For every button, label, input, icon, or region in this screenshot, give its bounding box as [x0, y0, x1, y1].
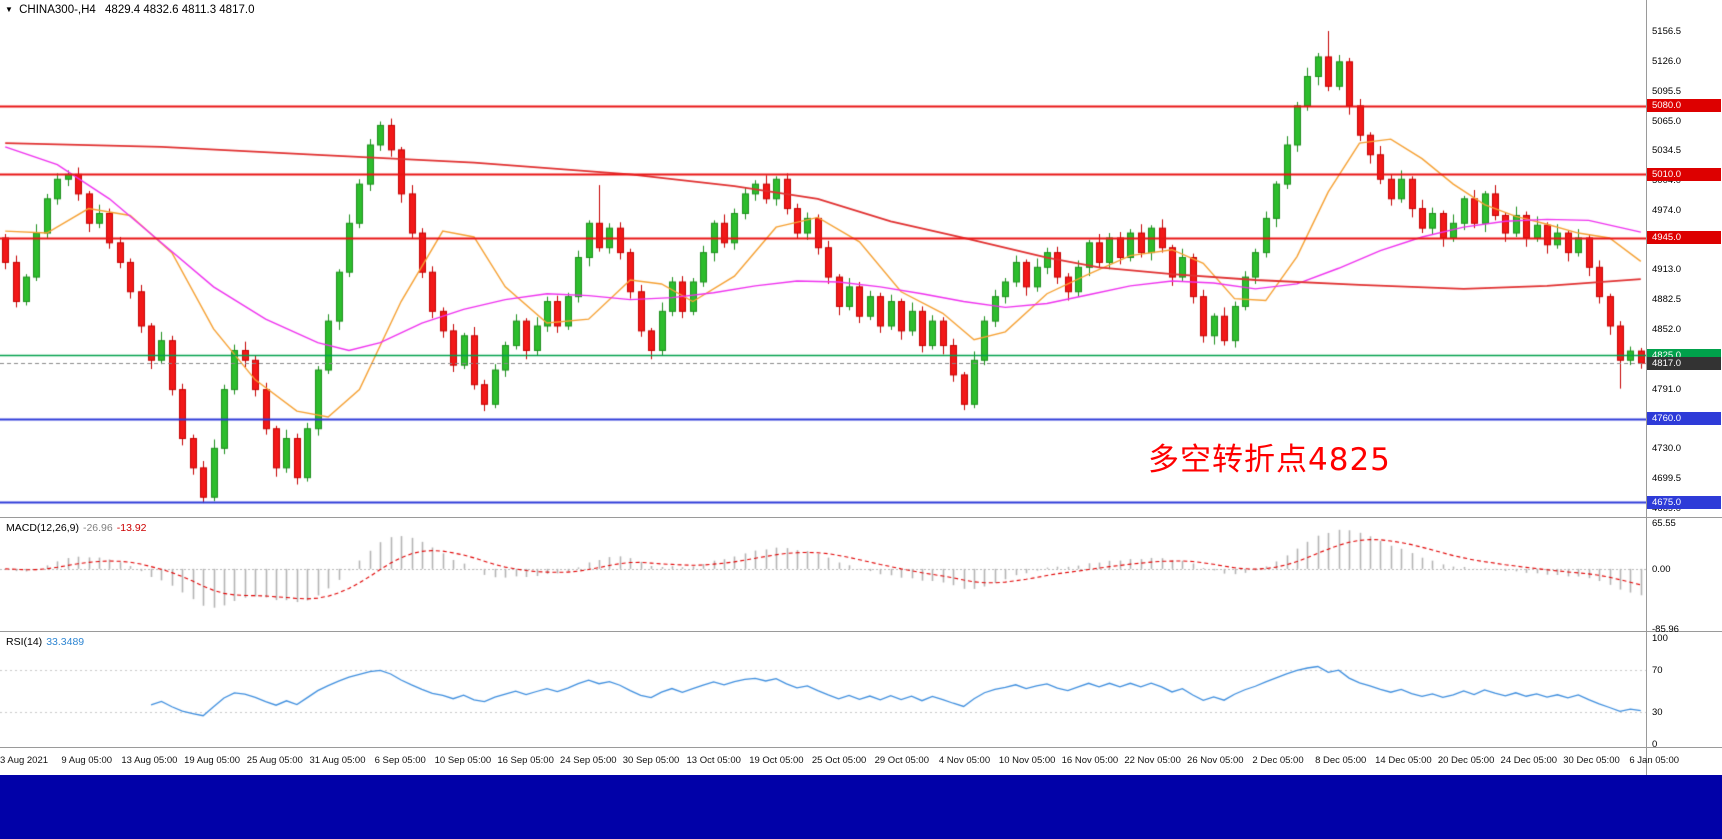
time-label: 6 Jan 05:00	[1629, 755, 1680, 766]
price-tag-5080.0: 5080.0	[1647, 99, 1721, 113]
macd-tick: -85.96	[1652, 624, 1679, 635]
time-label: 29 Oct 05:00	[874, 755, 929, 766]
macd-label: MACD(12,26,9) -26.96 -13.92	[6, 522, 147, 534]
rsi-tick: 70	[1652, 664, 1663, 676]
time-label: 24 Dec 05:00	[1500, 755, 1558, 766]
price-tag-4675.0: 4675.0	[1647, 495, 1721, 509]
price-tick: 5034.5	[1652, 145, 1682, 157]
bottom-blue-bar	[0, 775, 1722, 839]
time-label: 13 Aug 05:00	[121, 755, 178, 766]
price-tick: 4913.0	[1652, 264, 1682, 276]
rsi-title: RSI(14)	[6, 636, 43, 648]
time-label: 6 Sep 05:00	[374, 755, 426, 766]
price-tag-4945.0: 4945.0	[1647, 231, 1721, 245]
price-tick: 4730.0	[1652, 443, 1682, 455]
time-label: 19 Oct 05:00	[749, 755, 804, 766]
macd-tick: 0.00	[1652, 563, 1671, 575]
price-tick: 5156.5	[1652, 26, 1682, 37]
time-label: 19 Aug 05:00	[184, 755, 241, 766]
price-tick: 4791.0	[1652, 383, 1682, 395]
time-label: 13 Oct 05:00	[686, 755, 741, 766]
rsi-panel-canvas[interactable]	[0, 632, 1646, 747]
macd-signal-value: -13.92	[116, 522, 147, 534]
symbol-dropdown-icon[interactable]: ▼	[5, 5, 13, 14]
time-label: 24 Sep 05:00	[560, 755, 617, 766]
time-label: 30 Dec 05:00	[1563, 755, 1620, 766]
time-label: 9 Aug 05:00	[61, 755, 113, 766]
time-label: 16 Nov 05:00	[1061, 755, 1119, 766]
price-scale-separator	[1646, 0, 1647, 775]
chart-annotation: 多空转折点4825	[1148, 442, 1391, 478]
time-label: 22 Nov 05:00	[1124, 755, 1181, 766]
macd-panel-canvas[interactable]	[0, 518, 1646, 631]
price-tag-4817.0: 4817.0	[1647, 356, 1721, 370]
symbol-timeframe-label: CHINA300-,H4	[19, 4, 96, 16]
macd-panel-separator[interactable]	[0, 517, 1722, 518]
time-axis-separator	[0, 747, 1722, 748]
macd-tick: 65.55	[1652, 518, 1676, 529]
time-label: 25 Oct 05:00	[811, 755, 867, 766]
time-label: 30 Sep 05:00	[622, 755, 680, 766]
price-tick: 5095.5	[1652, 85, 1682, 97]
price-tick: 5065.0	[1652, 115, 1682, 127]
price-tick: 4852.0	[1652, 323, 1682, 335]
price-tag-4760.0: 4760.0	[1647, 412, 1721, 426]
time-label: 25 Aug 05:00	[246, 755, 303, 766]
price-tag-5010.0: 5010.0	[1647, 167, 1721, 181]
time-label: 2 Dec 05:00	[1252, 755, 1304, 766]
price-tick: 4974.0	[1652, 204, 1682, 216]
rsi-value: 33.3489	[46, 636, 85, 648]
time-label: 31 Aug 05:00	[309, 755, 366, 766]
time-axis-strip[interactable]	[0, 748, 1722, 775]
main-chart-canvas[interactable]	[0, 0, 1646, 517]
rsi-tick: 100	[1652, 633, 1668, 644]
time-label: 3 Aug 2021	[0, 755, 49, 766]
time-label: 20 Dec 05:00	[1437, 755, 1495, 766]
time-label: 14 Dec 05:00	[1375, 755, 1432, 766]
time-label: 10 Sep 05:00	[434, 755, 492, 766]
time-label: 16 Sep 05:00	[497, 755, 554, 766]
rsi-label: RSI(14) 33.3489	[6, 636, 84, 648]
rsi-tick: 0	[1652, 739, 1658, 750]
time-label: 26 Nov 05:00	[1187, 755, 1244, 766]
time-label: 10 Nov 05:00	[998, 755, 1056, 766]
rsi-panel-separator[interactable]	[0, 631, 1722, 632]
time-label: 4 Nov 05:00	[938, 755, 991, 766]
price-tick: 4699.5	[1652, 473, 1682, 485]
rsi-tick: 30	[1652, 707, 1663, 719]
ohlc-readout: 4829.4 4832.6 4811.3 4817.0	[105, 4, 255, 16]
symbol-header[interactable]: ▼ CHINA300-,H4 4829.4 4832.6 4811.3 4817…	[5, 4, 254, 16]
macd-main-value: -26.96	[82, 522, 113, 534]
price-tick: 4882.5	[1652, 294, 1682, 306]
macd-title: MACD(12,26,9)	[6, 522, 79, 534]
price-tick: 5126.0	[1652, 55, 1682, 67]
time-label: 8 Dec 05:00	[1315, 755, 1367, 766]
